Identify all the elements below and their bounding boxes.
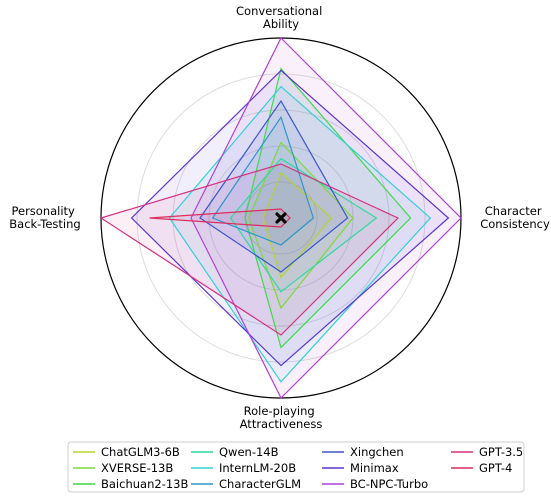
legend-frame (67, 441, 525, 493)
legend-label-0: ChatGLM3-6B (101, 445, 180, 459)
legend-label-1: XVERSE-13B (101, 461, 173, 475)
series-fill-1 (248, 142, 353, 308)
legend-label-4: InternLM-20B (219, 461, 296, 475)
series-line-3 (229, 157, 378, 293)
series-fill-2 (245, 68, 411, 348)
series-fill-3 (230, 158, 377, 292)
legend-label-10: GPT-4 (479, 461, 512, 475)
axis-label-character-consistency: Character Consistency (480, 204, 550, 231)
series-fill-10 (149, 209, 290, 227)
grid-ring-3 (172, 109, 390, 327)
legend-label-9: GPT-3.5 (479, 445, 523, 459)
legend-label-2: Baichuan2-13B (101, 477, 188, 491)
series-line-0 (262, 171, 333, 279)
series-line-8 (190, 36, 462, 400)
legend-label-8: BC-NPC-Turbo (350, 477, 428, 491)
series-lines (99, 36, 462, 400)
series-fill-0 (263, 173, 332, 278)
series-line-10 (149, 208, 291, 228)
series-fill-4 (169, 86, 431, 382)
legend-label-5: CharacterGLM (219, 477, 301, 491)
series-line-7 (130, 69, 450, 367)
legend-label-3: Qwen-14B (219, 445, 279, 459)
center-x-marker (275, 212, 287, 224)
legend: ChatGLM3-6B XVERSE-13B Baichuan2-13B Qwen-1… (67, 441, 525, 493)
legend-label-7: Minimax (350, 461, 399, 475)
series-line-5 (211, 115, 315, 246)
center-marker-layer (275, 212, 287, 224)
grid-ring-4 (136, 73, 426, 363)
series-line-2 (244, 67, 412, 349)
series-line-9 (99, 163, 400, 336)
series-line-4 (168, 85, 432, 383)
legend-label-6: Xingchen (350, 445, 404, 459)
axis-label-personality-back-testing: Personality Back-Testing (9, 204, 80, 231)
series-fills (101, 38, 461, 398)
series-line-6 (199, 99, 349, 273)
series-fill-8 (191, 38, 461, 398)
series-fill-6 (200, 101, 348, 272)
axis-label-role-playing-attractiveness: Role-playing Attractiveness (240, 404, 323, 431)
series-line-1 (247, 141, 354, 310)
axis-label-conversational-ability: Conversational Ability (236, 4, 326, 31)
